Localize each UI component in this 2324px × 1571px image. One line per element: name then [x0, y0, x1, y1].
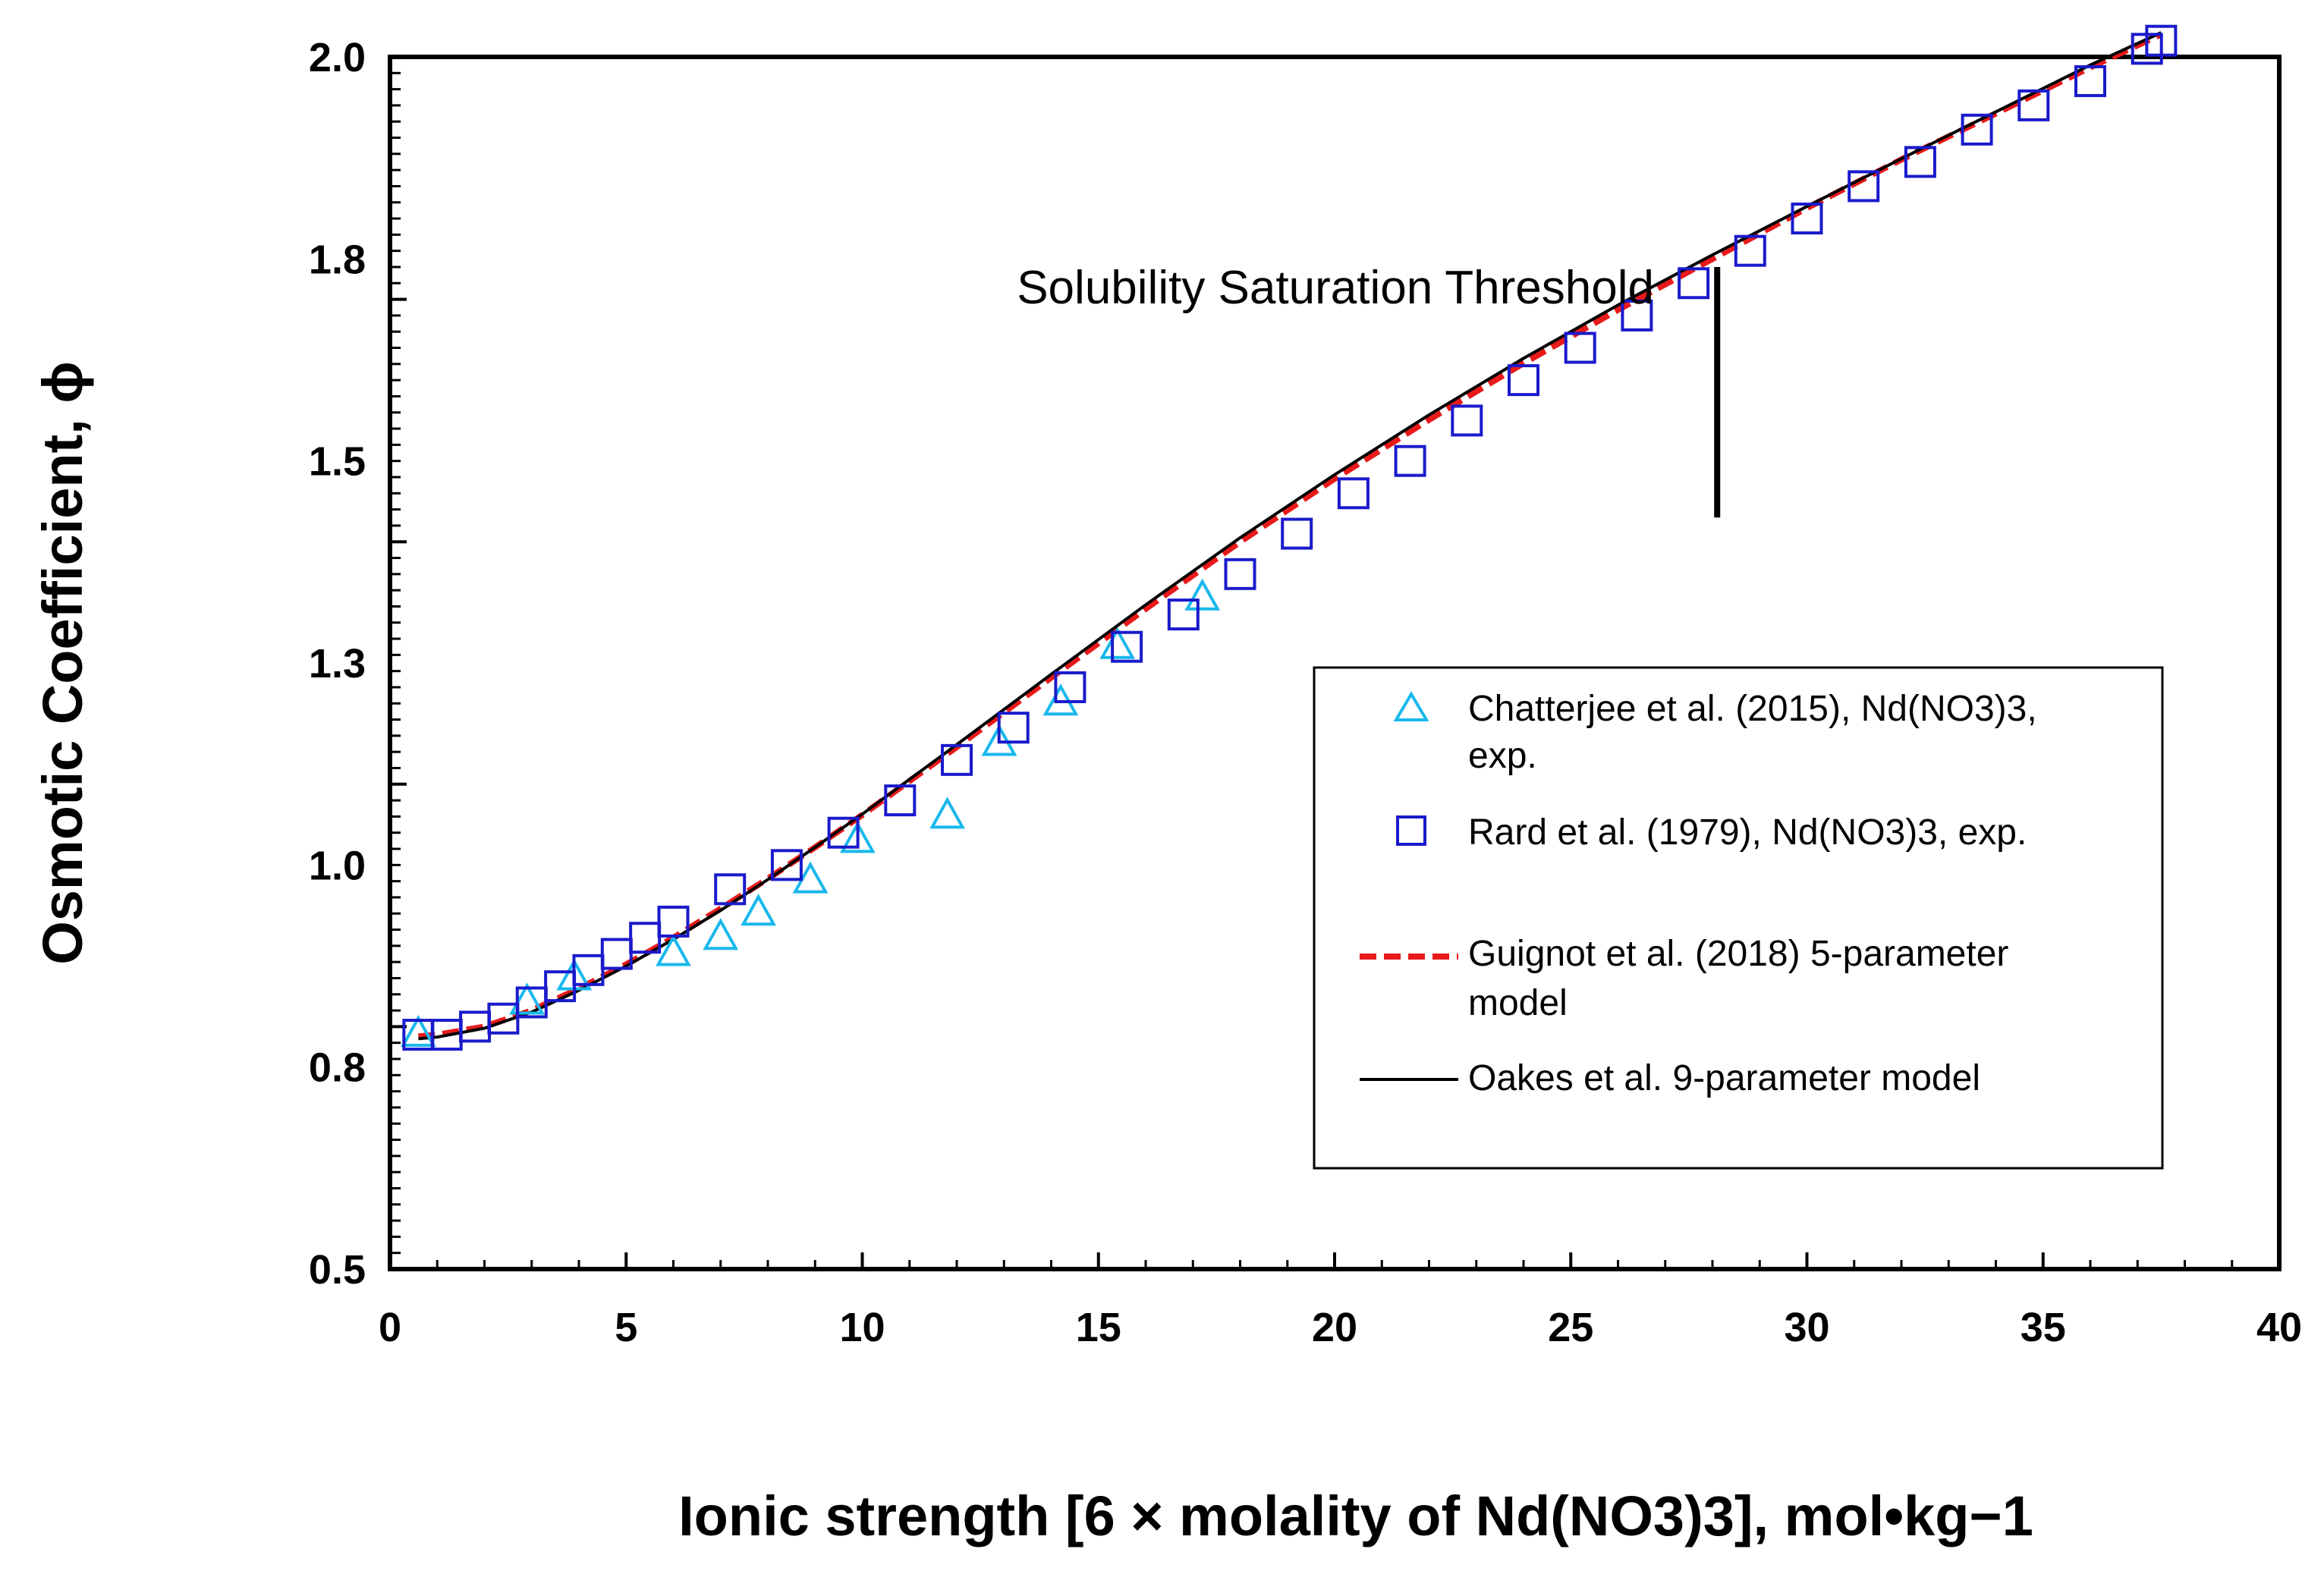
rard-point — [544, 970, 577, 1003]
rard-point — [487, 1002, 520, 1035]
solubility-threshold-label: Solubility Saturation Threshold — [1017, 262, 1654, 314]
rard-point — [1054, 671, 1087, 703]
rard-point — [600, 938, 633, 970]
legend-label-guignot-cont: model — [1468, 983, 1568, 1023]
y-tick-label: 1.8 — [309, 237, 366, 282]
legend-label-chatterjee-cont: exp. — [1468, 736, 1537, 776]
chatterjee-point — [656, 934, 691, 966]
y-axis-title: Osmotic Coefficient, ϕ — [31, 361, 94, 965]
rard-point — [2017, 89, 2050, 121]
rard-point — [1394, 445, 1426, 477]
rard-point — [1791, 203, 1823, 235]
y-tick-label: 2.0 — [309, 35, 366, 80]
rard-point — [941, 743, 973, 776]
y-tick-label: 1.5 — [309, 439, 366, 485]
x-tick-label: 40 — [2256, 1305, 2302, 1350]
rard-point — [1734, 234, 1766, 267]
rard-point — [1337, 477, 1370, 510]
chatterjee-point — [509, 982, 545, 1015]
chatterjee-point — [1099, 627, 1136, 659]
rard-point — [1564, 331, 1596, 364]
y-tick-label: 0.5 — [309, 1247, 366, 1293]
legend-label-guignot: Guignot et al. (2018) 5-parameter — [1468, 934, 2008, 974]
chatterjee-point — [741, 894, 776, 926]
x-tick-label: 20 — [1312, 1305, 1357, 1350]
rard-point — [770, 849, 803, 881]
rard-point — [572, 954, 605, 986]
chatterjee-point — [929, 796, 965, 829]
rard-point — [997, 712, 1030, 744]
x-tick-label: 15 — [1076, 1305, 1121, 1350]
legend-triangle-marker — [1393, 691, 1429, 721]
chatterjee-point — [1184, 578, 1221, 611]
chatterjee-point — [792, 861, 829, 894]
legend-label-chatterjee: Chatterjee et al. (2015), Nd(NO3)3, — [1468, 689, 2037, 729]
chatterjee-point — [703, 918, 739, 950]
legend-label-oakes: Oakes et al. 9-parameter model — [1468, 1058, 1980, 1098]
x-tick-label: 10 — [839, 1305, 885, 1350]
rard-point — [1281, 517, 1313, 550]
rard-point — [714, 873, 747, 906]
legend-square-marker — [1396, 815, 1426, 846]
rard-point — [884, 784, 917, 817]
x-tick-labels: 0 5 10 15 20 25 30 35 40 — [379, 1305, 2302, 1350]
series-markers — [400, 24, 2178, 1051]
axis-ticks — [388, 55, 2281, 1271]
x-tick-label: 5 — [615, 1305, 637, 1350]
legend-label-rard: Rard et al. (1979), Nd(NO3)3, exp. — [1468, 812, 2027, 853]
rard-point — [1678, 267, 1710, 300]
rard-point — [1961, 113, 1993, 146]
x-tick-label: 35 — [2021, 1305, 2066, 1350]
rard-point — [1508, 364, 1539, 397]
rard-point — [1111, 630, 1143, 663]
rard-point — [827, 816, 860, 849]
legend: Chatterjee et al. (2015), Nd(NO3)3, exp.… — [1313, 666, 2164, 1170]
x-tick-label: 25 — [1548, 1305, 1593, 1350]
rard-point — [629, 922, 662, 954]
rard-point — [1451, 404, 1483, 437]
oakes-model-line — [418, 31, 2162, 1041]
rard-point — [515, 986, 548, 1019]
rard-point — [2074, 64, 2106, 97]
guignot-model-line — [418, 31, 2163, 1040]
rard-point — [1848, 170, 1880, 203]
rard-point — [1224, 558, 1256, 590]
chatterjee-point — [400, 1014, 436, 1048]
legend-box — [1313, 666, 2164, 1170]
rard-point — [1904, 146, 1936, 178]
x-axis-title: Ionic strength [6 × molality of Nd(NO3)3… — [678, 1485, 2033, 1547]
y-tick-label: 1.0 — [309, 843, 366, 888]
y-tick-labels: 0.5 0.8 1.0 1.3 1.5 1.8 2.0 — [309, 35, 366, 1293]
y-tick-label: 1.3 — [309, 641, 366, 687]
rard-point — [657, 905, 690, 938]
x-tick-label: 30 — [1784, 1305, 1829, 1350]
chatterjee-point — [839, 821, 876, 853]
x-tick-label: 0 — [379, 1305, 401, 1350]
rard-point — [1621, 299, 1653, 331]
y-tick-label: 0.8 — [309, 1045, 366, 1091]
rard-point — [1167, 599, 1200, 631]
rard-point — [2145, 24, 2178, 57]
series-lines — [418, 31, 2163, 1041]
